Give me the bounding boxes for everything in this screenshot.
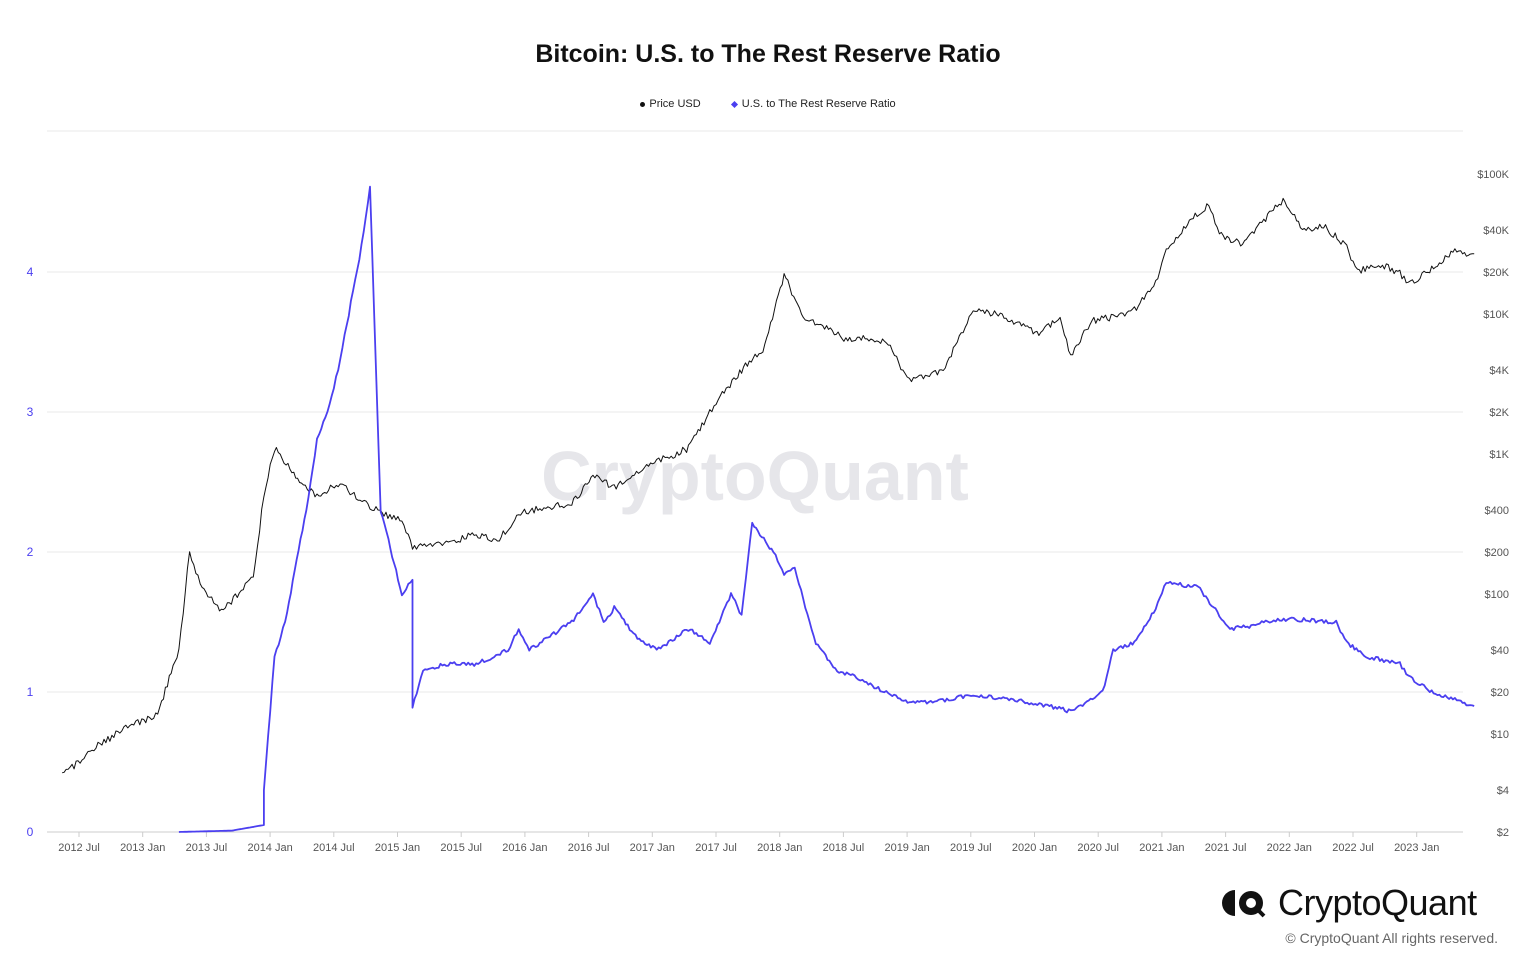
x-tick-label: 2021 Jul [1205,842,1247,854]
x-tick-label: 2015 Jul [440,842,482,854]
x-tick-label: 2014 Jan [247,842,292,854]
x-tick-label: 2023 Jan [1394,842,1439,854]
cryptoquant-logo-icon [1222,890,1266,918]
y-right-tick-label: $200 [1485,547,1509,559]
y-right-tick-label: $4K [1489,365,1509,377]
logo-text: CryptoQuant [1278,882,1477,923]
x-tick-label: 2020 Jan [1012,842,1057,854]
x-tick-label: 2018 Jul [823,842,865,854]
x-tick-label: 2019 Jan [884,842,929,854]
y-right-tick-label: $20K [1483,267,1509,279]
y-left-tick-label: 3 [27,405,34,419]
brand-logo: CryptoQuant [1220,882,1477,924]
y-right-tick-label: $100 [1485,589,1509,601]
x-tick-label: 2018 Jan [757,842,802,854]
y-right-tick-label: $400 [1485,505,1509,517]
x-tick-label: 2013 Jul [186,842,228,854]
copyright: © CryptoQuant All rights reserved. [1285,930,1498,946]
legend-item-price[interactable]: Price USD [640,98,701,110]
price-usd-line [61,197,1475,774]
x-tick-label: 2021 Jan [1139,842,1184,854]
y-left-tick-label: 4 [27,265,34,279]
watermark: CryptoQuant [541,437,969,515]
y-right-tick-label: $2 [1497,827,1509,839]
y-right-tick-label: $10 [1491,729,1509,741]
y-right-tick-label: $40 [1491,645,1509,657]
x-tick-label: 2022 Jul [1332,842,1374,854]
y-right-tick-label: $40K [1483,225,1509,237]
x-tick-label: 2016 Jan [502,842,547,854]
y-right-tick-label: $100K [1477,169,1509,181]
y-right-tick-label: $10K [1483,309,1509,321]
legend-label: U.S. to The Rest Reserve Ratio [741,98,896,110]
x-tick-label: 2012 Jul [58,842,100,854]
legend-item-ratio[interactable]: U.S. to The Rest Reserve Ratio [730,98,896,110]
x-tick-label: 2017 Jan [630,842,675,854]
x-tick-label: 2016 Jul [568,842,610,854]
y-left-tick-label: 1 [27,685,34,699]
x-tick-label: 2017 Jul [695,842,737,854]
x-tick-label: 2014 Jul [313,842,355,854]
x-tick-label: 2015 Jan [375,842,420,854]
y-right-tick-label: $20 [1491,687,1509,699]
legend: Price USD U.S. to The Rest Reserve Ratio [0,98,1536,110]
legend-label: Price USD [649,98,701,110]
y-right-tick-label: $2K [1489,407,1509,419]
y-right-tick-label: $1K [1489,449,1509,461]
x-tick-label: 2013 Jan [120,842,165,854]
y-left-tick-label: 2 [27,545,34,559]
x-tick-label: 2022 Jan [1267,842,1312,854]
x-tick-label: 2019 Jul [950,842,992,854]
y-right-tick-label: $4 [1497,785,1509,797]
legend-dot-icon [640,101,646,107]
chart-title: Bitcoin: U.S. to The Rest Reserve Ratio [535,40,1001,68]
y-left-tick-label: 0 [27,825,34,839]
reserve-ratio-line [178,185,1475,833]
x-tick-label: 2020 Jul [1077,842,1119,854]
